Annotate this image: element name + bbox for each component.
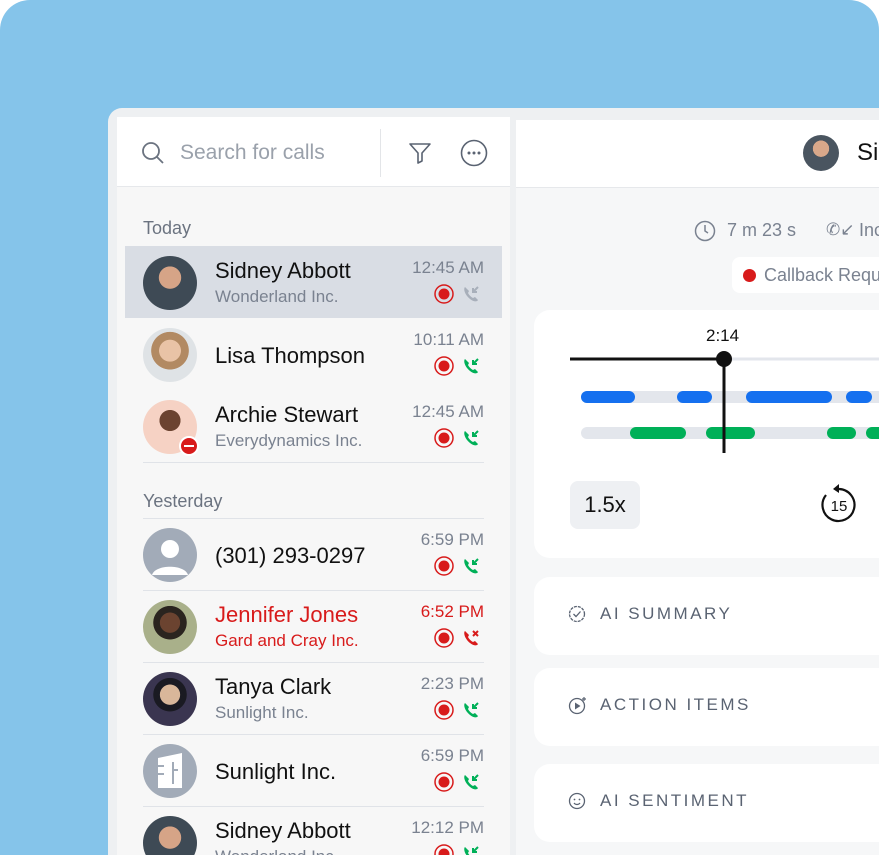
avatar <box>803 135 839 171</box>
tag-badge[interactable]: Callback Requ <box>732 257 879 293</box>
smiley-icon <box>568 792 586 810</box>
section-label-yesterday: Yesterday <box>143 491 223 511</box>
company-name: Wonderland Inc. <box>215 847 338 855</box>
contact-name: Tanya Clark <box>215 674 332 699</box>
call-list-item[interactable]: Jennifer Jones Gard and Cray Inc. 6:52 PM <box>125 590 502 662</box>
filter-icon[interactable] <box>408 141 432 165</box>
company-name: Wonderland Inc. <box>215 287 339 306</box>
recording-icon[interactable] <box>434 700 454 720</box>
avatar <box>143 328 197 382</box>
divider <box>380 129 381 177</box>
search-icon[interactable] <box>141 141 165 165</box>
recording-icon[interactable] <box>434 628 454 648</box>
divider <box>143 590 484 591</box>
more-options-icon[interactable] <box>460 139 488 167</box>
company-name: Gard and Cray Inc. <box>215 631 359 650</box>
call-time: 10:11 AM <box>413 330 484 349</box>
call-time: 6:59 PM <box>420 530 484 549</box>
contact-name: Sidney Abbott <box>215 258 351 283</box>
call-duration: 7 m 23 s <box>727 220 797 240</box>
card-title: ACTION ITEMS <box>600 695 751 714</box>
call-time: 12:12 PM <box>411 818 484 837</box>
ai-sentiment-card[interactable]: AI SENTIMENT <box>534 764 879 842</box>
call-list-item[interactable]: (301) 293-0297 6:59 PM <box>125 518 502 590</box>
contact-name: Lisa Thompson <box>215 343 366 368</box>
ai-summary-card[interactable]: AI SUMMARY <box>534 577 879 655</box>
avatar <box>143 600 197 654</box>
skip-back-15-icon[interactable]: 15 <box>820 483 858 525</box>
divider <box>143 734 484 735</box>
call-list-panel: Search for calls Today Yesterday Sidney … <box>117 117 510 855</box>
incoming-call-icon <box>464 430 479 446</box>
avatar <box>143 256 197 310</box>
call-detail-panel: Si 7 m 23 s ✆↙ Inc Callback Requ 2:14 1.… <box>516 120 879 855</box>
call-time: 2:23 PM <box>420 674 484 693</box>
incoming-call-icon <box>464 358 479 374</box>
tag-label: Callback Requ <box>764 265 879 285</box>
company-avatar <box>143 744 197 798</box>
call-time: 12:45 AM <box>412 402 484 421</box>
action-items-card[interactable]: ACTION ITEMS <box>534 668 879 746</box>
incoming-call-icon <box>464 702 479 718</box>
placeholder-avatar <box>143 528 197 582</box>
recording-icon[interactable] <box>434 356 454 376</box>
contact-name: Sunlight Inc. <box>215 759 337 784</box>
recording-icon[interactable] <box>434 284 454 304</box>
divider <box>143 462 484 463</box>
search-input[interactable]: Search for calls <box>180 141 325 164</box>
call-list-item[interactable]: Lisa Thompson 10:11 AM <box>125 318 502 390</box>
audio-player: 2:14 1.5x 15 <box>534 310 879 558</box>
card-title: AI SUMMARY <box>600 604 733 623</box>
svg-text:15: 15 <box>831 498 848 515</box>
call-time: 12:45 AM <box>412 258 484 277</box>
recording-icon[interactable] <box>434 772 454 792</box>
divider <box>143 806 484 807</box>
tag-dot <box>743 269 756 282</box>
call-time: 6:59 PM <box>420 746 484 765</box>
avatar <box>143 672 197 726</box>
playback-speed-button[interactable]: 1.5x <box>570 481 640 529</box>
call-direction: Inc <box>859 220 879 240</box>
contact-name: (301) 293-0297 <box>215 543 366 568</box>
divider <box>143 662 484 663</box>
incoming-call-icon <box>464 774 479 790</box>
contact-name: Si <box>857 139 879 166</box>
incoming-call-icon <box>464 286 479 302</box>
call-list-header: Search for calls <box>117 117 510 187</box>
call-list-item[interactable]: Sidney Abbott Wonderland Inc. 12:45 AM <box>125 246 502 318</box>
call-list-item[interactable]: Archie Stewart Everydynamics Inc. 12:45 AM <box>125 390 502 462</box>
divider <box>143 518 484 519</box>
section-label-today: Today <box>143 218 192 238</box>
avatar <box>143 816 197 855</box>
card-title: AI SENTIMENT <box>600 791 750 810</box>
incoming-call-icon: ✆↙ <box>826 220 855 239</box>
waveform-timeline[interactable] <box>534 310 879 470</box>
call-time: 6:52 PM <box>420 602 484 621</box>
call-list-item[interactable]: Sidney Abbott Wonderland Inc. 12:12 PM <box>125 806 502 855</box>
detail-header: Si <box>516 120 879 188</box>
clock-icon <box>694 220 716 242</box>
do-not-disturb-icon <box>179 436 199 456</box>
recording-icon[interactable] <box>434 428 454 448</box>
missed-call-icon <box>464 630 479 646</box>
playhead-time: 2:14 <box>706 326 740 345</box>
contact-name: Jennifer Jones <box>215 602 359 627</box>
call-list-item[interactable]: Sunlight Inc. 6:59 PM <box>125 734 502 806</box>
incoming-call-icon <box>464 846 479 855</box>
call-list-item[interactable]: Tanya Clark Sunlight Inc. 2:23 PM <box>125 662 502 734</box>
recording-icon[interactable] <box>434 556 454 576</box>
contact-name: Sidney Abbott <box>215 818 351 843</box>
company-name: Everydynamics Inc. <box>215 431 363 450</box>
company-name: Sunlight Inc. <box>215 703 309 722</box>
play-sparkle-icon <box>568 697 586 715</box>
verified-badge-icon <box>568 605 586 623</box>
recording-icon[interactable] <box>434 844 454 855</box>
incoming-call-icon <box>464 558 479 574</box>
playhead-handle <box>716 351 732 367</box>
contact-name: Archie Stewart <box>215 402 359 427</box>
